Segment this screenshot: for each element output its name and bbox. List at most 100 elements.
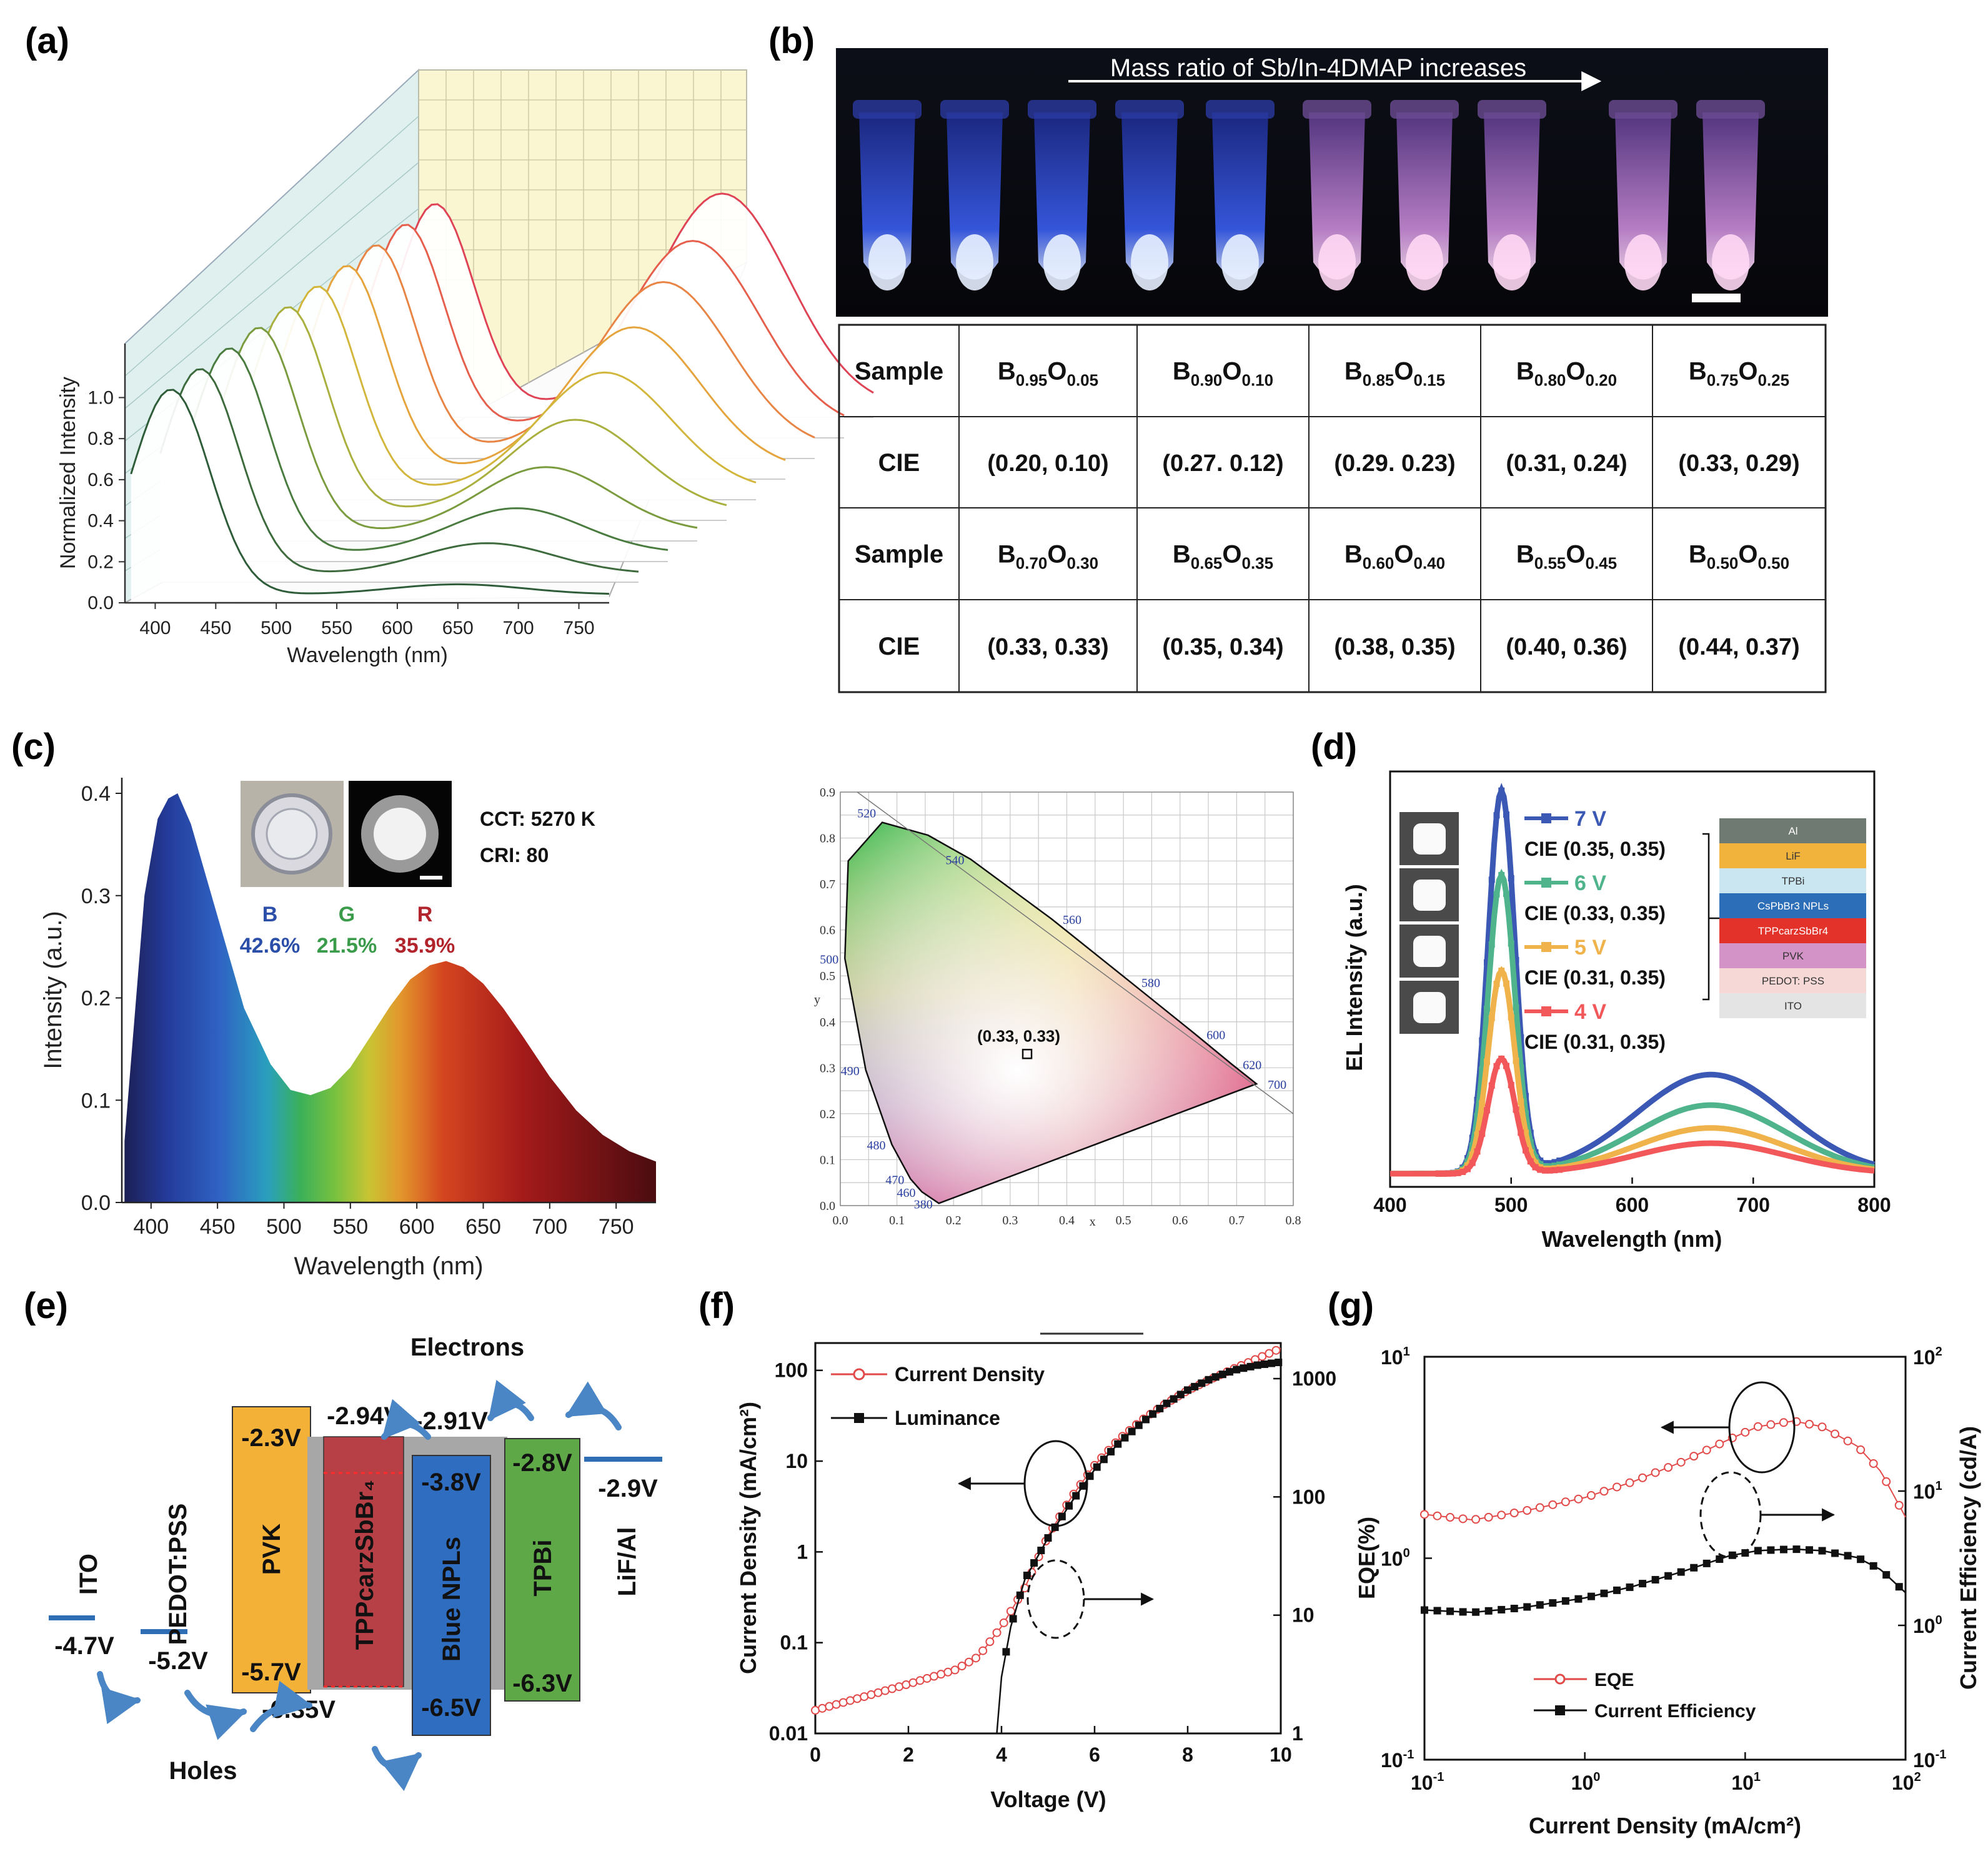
device-glow-icon xyxy=(1413,880,1446,911)
el-marker xyxy=(1508,875,1514,882)
ce-point xyxy=(1574,1595,1583,1603)
panel-g-legend: EQE Current Efficiency xyxy=(1534,1670,1756,1722)
electron-arrow-2-icon xyxy=(487,1379,534,1421)
luminance-point xyxy=(1135,1421,1143,1429)
el-marker xyxy=(1542,1167,1548,1174)
el-marker xyxy=(1479,1099,1486,1106)
luminance-point xyxy=(1051,1523,1059,1531)
panel-c-x-tick-label: 600 xyxy=(399,1215,435,1239)
vial-powder xyxy=(1221,234,1259,290)
panel-label-e: (e) xyxy=(24,1286,68,1326)
cie-y-tick-label: 0.3 xyxy=(820,1061,835,1075)
panel-a-side-grid xyxy=(124,116,419,377)
panel-d-x-tick-label: 800 xyxy=(1857,1194,1891,1216)
ce-point xyxy=(1754,1547,1762,1555)
holes-label: Holes xyxy=(169,1757,237,1785)
eqe-point xyxy=(1561,1497,1570,1507)
eqe-point xyxy=(1817,1422,1827,1432)
eqe-point xyxy=(1676,1457,1686,1467)
current-density-point xyxy=(985,1637,995,1647)
cie-point-label: (0.33, 0.33) xyxy=(977,1026,1060,1045)
luminance-point xyxy=(1184,1386,1191,1394)
panel-a-curve xyxy=(159,368,639,573)
current-density-point xyxy=(1258,1352,1267,1361)
cie-x-tick-label: 0.2 xyxy=(946,1214,962,1227)
tppcarz-label: TPPcarzSbBr₄ xyxy=(351,1480,379,1650)
luminance-point xyxy=(1176,1390,1185,1399)
current-density-point xyxy=(818,1703,827,1713)
el-marker xyxy=(1527,1149,1534,1156)
el-marker xyxy=(1518,1098,1524,1105)
ce-point xyxy=(1498,1605,1506,1614)
luminance-point xyxy=(1240,1364,1248,1372)
panel-c-y-tick-label: 0.1 xyxy=(81,1089,111,1113)
panel-a-curve-fill xyxy=(219,327,697,541)
el-marker xyxy=(1503,811,1509,818)
panel-a-curve xyxy=(247,306,727,508)
led-scale-bar xyxy=(420,876,442,880)
stack-layer xyxy=(1719,843,1866,868)
vial xyxy=(947,112,1003,280)
el-marker xyxy=(1523,1147,1529,1154)
luminance-point xyxy=(1163,1399,1171,1407)
el-marker xyxy=(1523,1110,1529,1117)
panel-c-xlabel: Wavelength (nm) xyxy=(294,1252,483,1280)
blue-npl-layer xyxy=(412,1455,491,1736)
ce-point xyxy=(1792,1545,1801,1554)
current-density-point xyxy=(832,1700,841,1709)
cie-y-tick-label: 0.5 xyxy=(820,969,835,983)
stack-layer xyxy=(1719,993,1866,1018)
luminance-point xyxy=(1226,1368,1234,1376)
ce-point xyxy=(1587,1592,1595,1600)
panel-a-curve xyxy=(189,347,668,551)
locus-outline xyxy=(844,821,1258,1204)
tpbi-label: TPBi xyxy=(529,1539,557,1596)
panel-g-y2label: Current Efficiency (cd/A) xyxy=(1956,1426,1981,1690)
current-density-line xyxy=(815,1347,1281,1711)
luminance-point xyxy=(1253,1361,1261,1369)
npl-label: Blue NPLs xyxy=(438,1537,465,1662)
legend-current-marker xyxy=(853,1368,865,1381)
pedot-label: PEDOT:PSS xyxy=(164,1504,192,1645)
el-marker xyxy=(1532,1164,1539,1171)
panel-a-y-tick-label: 0.8 xyxy=(87,429,114,449)
el-marker xyxy=(1498,968,1505,974)
panel-label-b: (b) xyxy=(768,21,815,61)
cie-cell: (0.44, 0.37) xyxy=(1678,634,1799,660)
eqe-point xyxy=(1766,1420,1776,1429)
luminance-point xyxy=(1211,1373,1220,1381)
legend-marker xyxy=(1541,878,1551,888)
current-density-point xyxy=(943,1667,953,1677)
panel-g-y-tick-label: 101 xyxy=(1381,1345,1410,1369)
cie-x-tick-label: 0.7 xyxy=(1229,1214,1245,1227)
eqe-point xyxy=(1702,1445,1711,1455)
el-marker xyxy=(1493,1063,1500,1069)
current-density-point xyxy=(873,1688,883,1697)
panel-a-x-tick-label: 650 xyxy=(442,618,474,638)
el-marker xyxy=(1551,1159,1558,1166)
panel-a-x-tick-label: 400 xyxy=(139,618,171,638)
el-marker xyxy=(1445,1170,1451,1177)
el-marker xyxy=(1527,1158,1534,1165)
vial xyxy=(859,112,915,280)
stack-layer xyxy=(1719,868,1866,893)
cie-y-tick-label: 0.1 xyxy=(820,1153,835,1167)
el-marker xyxy=(1484,1006,1490,1013)
legend-voltage: 6 V xyxy=(1574,871,1606,895)
stack-layer xyxy=(1719,918,1866,943)
sample-cell: B0.75O0.25 xyxy=(1689,358,1789,390)
npl-lumo: -3.8V xyxy=(421,1469,481,1496)
vial-cap xyxy=(1115,100,1184,119)
eqe-point xyxy=(1613,1482,1621,1492)
eqe-point xyxy=(1753,1422,1762,1431)
cie-diagonal xyxy=(857,791,1294,1114)
vial-powder xyxy=(1318,234,1356,290)
ce-ellipse xyxy=(1699,1471,1762,1559)
sample-cell: B0.50O0.50 xyxy=(1689,541,1789,573)
panel-a-curve xyxy=(130,389,610,595)
table-header-cell: CIE xyxy=(878,449,920,477)
pvk-homo: -5.7V xyxy=(241,1658,301,1686)
cie-wavelength-label: 460 xyxy=(897,1186,916,1200)
